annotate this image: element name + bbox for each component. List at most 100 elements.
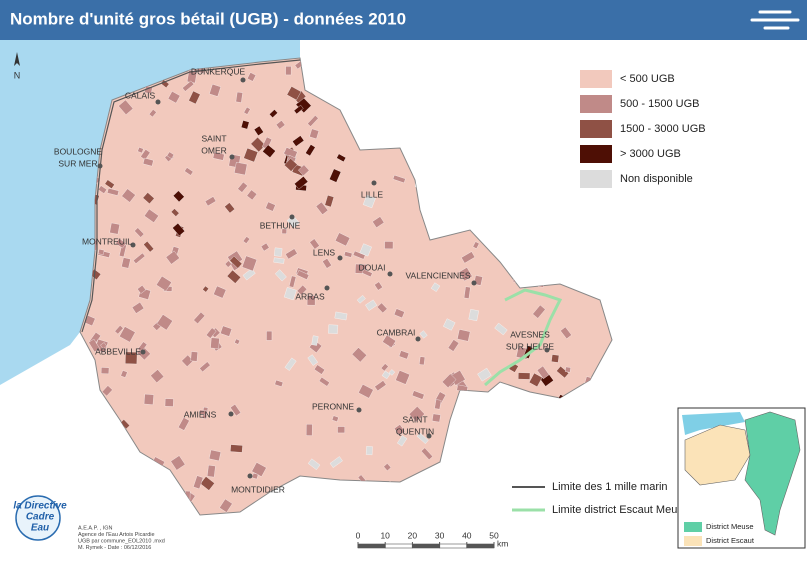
city-label: DUNKERQUE [191,66,246,76]
scale-label: 20 [408,530,418,540]
commune [551,354,560,363]
commune [250,137,266,153]
city-label: CALAIS [125,90,156,100]
commune [536,365,550,380]
city-dot [415,336,421,342]
commune [234,162,248,176]
inset-sea [682,412,745,435]
city-dot [247,473,253,479]
commune [230,404,242,417]
escaut-meuse-limit [484,288,563,387]
commune [468,309,479,322]
commune [274,379,284,387]
commune [144,208,159,223]
commune [166,151,175,159]
commune [121,257,131,269]
commune [165,250,180,265]
inset-label: District Escaut [706,536,755,545]
commune [560,326,572,340]
commune [457,329,471,342]
city-label: SUR HELPE [506,341,555,351]
commune [408,406,425,423]
commune [528,372,543,387]
page-title: Nombre d'unité gros bétail (UGB) - donné… [10,9,406,28]
commune [98,185,107,194]
menu-icon[interactable] [750,10,800,30]
commune [242,268,256,281]
commune [556,366,569,379]
city-label: CAMBRAI [377,327,416,337]
commune [394,424,406,436]
commune [184,167,194,176]
commune [324,195,335,208]
commune [383,463,392,471]
legend-label: > 3000 UGB [620,148,681,160]
commune [393,308,405,319]
commune [296,284,308,296]
commune [202,285,209,293]
city-dot [337,255,343,261]
city-label: SAINT [201,133,226,143]
scale-segment [466,543,495,549]
city-label: SAINT [402,414,427,424]
commune [296,270,310,280]
commune [170,455,186,471]
city-dot [240,77,246,83]
city-dot [228,411,234,417]
commune [181,354,194,367]
commune [121,188,136,203]
commune [88,338,101,353]
scale-segment [384,543,413,549]
commune [242,236,251,244]
commune [331,415,339,422]
commune [246,189,258,201]
commune [374,380,387,392]
sea [0,40,300,385]
commune [220,325,233,337]
commune [309,128,320,140]
scale-segment [439,543,468,549]
commune [343,251,353,258]
commune [372,216,385,228]
commune [234,338,241,345]
commune [230,444,243,453]
city-dot [140,349,146,355]
commune [253,125,264,136]
commune [518,372,531,380]
commune [173,190,185,203]
commune [322,258,332,269]
commune [269,109,278,118]
commune [212,151,225,161]
north-arrow [14,52,20,66]
commune [164,398,174,407]
city-label: BETHUNE [260,220,301,230]
commune [100,342,107,349]
commune [328,324,339,334]
commune [397,435,408,447]
commune [150,369,165,383]
north-label: N [14,70,21,80]
commune [224,202,235,214]
commune [311,335,319,346]
commune [188,90,201,105]
commune [305,144,316,157]
city-dot [471,280,477,286]
commune [200,476,215,491]
commune [209,83,221,97]
commune [261,136,273,150]
commune [262,144,276,158]
commune [398,350,410,360]
commune [190,351,198,362]
commune [235,91,243,103]
credit-line: UGB par commune_EOL2010 .mxd [78,538,165,544]
city-dot [130,242,136,248]
commune [115,238,127,249]
commune [213,285,227,299]
city-dot [426,433,432,439]
commune [172,223,185,237]
scale-unit: km [497,538,508,548]
commune [447,339,460,352]
commune [204,196,217,207]
city-label: ARRAS [295,291,325,301]
